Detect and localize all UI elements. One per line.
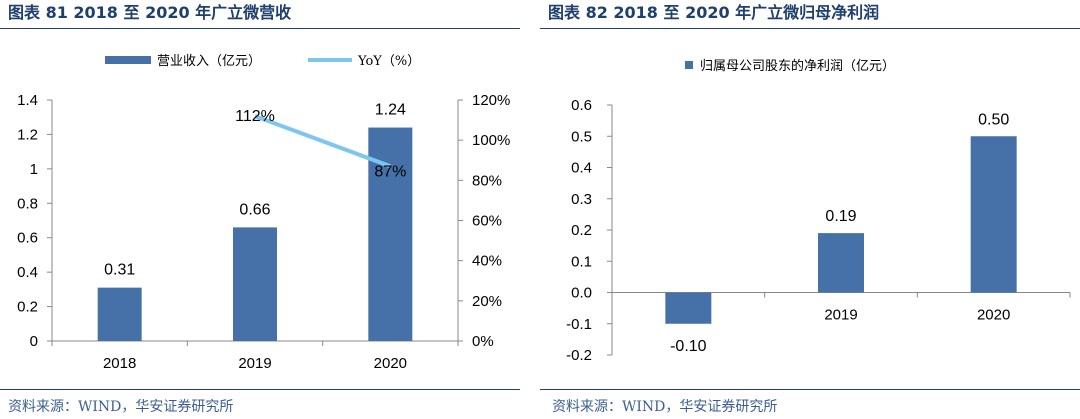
x-tick-label: 2019 (824, 307, 857, 324)
y2-tick-label: 20% (472, 293, 502, 310)
bar-data-label: 0.50 (978, 111, 1009, 128)
chart-title: 图表 81 2018 至 2020 年广立微营收 (8, 3, 292, 22)
y-tick-label: 0.6 (17, 230, 38, 247)
y-tick-label: 0.3 (571, 191, 592, 208)
y-tick-label: 0.1 (571, 253, 592, 270)
y2-tick-label: 120% (472, 92, 510, 109)
source-note: 资料来源：WIND，华安证券研究所 (552, 399, 778, 415)
x-tick-label: 2020 (374, 355, 407, 372)
y-tick-label: 0.6 (571, 97, 592, 114)
x-tick-label: 2019 (238, 355, 271, 372)
bar-2020 (970, 136, 1017, 293)
revenue-chart: 营业收入（亿元） YoY（%） 0 0.2 0.4 0.6 0.8 1 1.2 1.4 0% 20% 4… (17, 54, 510, 372)
chart-title: 图表 82 2018 至 2020 年广立微归母净利润 (548, 3, 880, 22)
y-tick-label: 0.2 (17, 299, 38, 316)
x-tick-label: 2018 (103, 355, 136, 372)
y-tick-label: 0.4 (571, 160, 592, 177)
net-profit-chart: 归属母公司股东的净利润（亿元） -0.2 -0.1 0.0 0.1 0.2 0.3 0.4 0.… (566, 58, 1071, 364)
title-rule (540, 28, 1080, 29)
y-tick-label: 1 (30, 161, 38, 178)
bar-2018 (97, 287, 142, 341)
bar-2018 (665, 292, 712, 324)
y-tick-label: 0 (30, 333, 38, 350)
y2-tick-label: 0% (472, 333, 494, 350)
y-tick-label: 0.8 (17, 195, 38, 212)
y2-tick-label: 100% (472, 132, 510, 149)
x-tick-label: 2020 (977, 307, 1010, 324)
yoy-data-label: 112% (235, 108, 275, 125)
y-tick-label: -0.2 (566, 347, 592, 364)
y2-tick-label: 40% (472, 253, 502, 270)
yoy-data-label: 87% (374, 163, 406, 180)
y-tick-label: -0.1 (566, 316, 592, 333)
legend-line-label: YoY（%） (357, 54, 420, 69)
source-note: 资料来源：WIND，华安证券研究所 (8, 399, 234, 415)
legend-bar-label: 归属母公司股东的净利润（亿元） (700, 58, 895, 74)
bar-data-label: 0.19 (825, 208, 856, 225)
bar-2020 (368, 127, 413, 342)
bar-data-label: 0.66 (239, 201, 270, 218)
bar-data-label: -0.10 (670, 338, 707, 355)
bar-2019 (818, 233, 864, 293)
bar-data-label: 0.31 (104, 262, 135, 279)
bar-data-label: 1.24 (375, 102, 406, 119)
legend-bar-label: 营业收入（亿元） (157, 54, 261, 69)
legend-bar-swatch (105, 56, 151, 64)
title-rule (0, 28, 520, 29)
y-tick-label: 0.4 (17, 264, 38, 281)
y-tick-label: 0.0 (571, 285, 592, 302)
source-rule (540, 389, 1080, 390)
y-tick-label: 1.2 (17, 126, 38, 143)
source-rule (0, 389, 520, 390)
bar-2019 (233, 227, 277, 341)
legend-bar-swatch (685, 61, 693, 69)
y-tick-label: 0.5 (571, 128, 592, 145)
y-tick-label: 1.4 (17, 92, 38, 109)
y2-tick-label: 80% (472, 172, 502, 189)
yoy-line (254, 114, 392, 169)
y-tick-label: 0.2 (571, 222, 592, 239)
y2-tick-label: 60% (472, 213, 502, 230)
net-profit-chart-panel: 图表 82 2018 至 2020 年广立微归母净利润 归属母公司股东的净利润（… (540, 0, 1080, 419)
revenue-chart-panel: 图表 81 2018 至 2020 年广立微营收 营业收入（亿元） YoY（%） 0… (0, 3, 520, 415)
